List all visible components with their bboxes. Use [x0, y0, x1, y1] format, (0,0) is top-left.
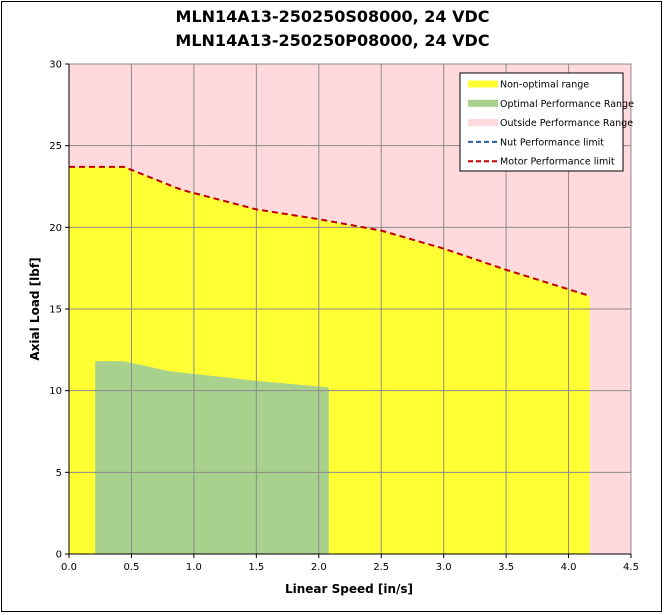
x-tick-label: 2.5: [373, 562, 389, 573]
legend-swatch: [468, 99, 498, 107]
motor-performance-limit-line: [69, 165, 591, 297]
x-tick-label: 0.0: [61, 562, 77, 573]
x-tick-labels: 0.0 0.5 1.0 1.5 2.0 2.5 3.0 3.5 4.0 4.5: [61, 554, 639, 573]
y-tick-label: 15: [49, 305, 62, 316]
y-tick-label: 25: [49, 141, 62, 152]
legend-label: Outside Performance Range: [500, 118, 633, 129]
chart-title-line-1: MLN14A13-250250S08000, 24 VDC: [175, 7, 490, 26]
x-tick-label: 3.0: [436, 562, 452, 573]
series-lines: [69, 165, 591, 297]
legend-swatch: [468, 119, 498, 127]
x-tick-label: 2.0: [311, 562, 327, 573]
x-axis-label: Linear Speed [in/s]: [285, 582, 413, 596]
y-tick-label: 0: [56, 550, 62, 561]
legend-label: Motor Performance limit: [500, 157, 615, 168]
legend-label: Optimal Performance Range: [500, 99, 634, 110]
legend: Non-optimal range Optimal Performance Ran…: [459, 72, 634, 172]
y-tick-labels: 0 5 10 15 20 25 30: [49, 60, 69, 561]
x-tick-label: 3.5: [498, 562, 514, 573]
y-tick-label: 30: [49, 60, 62, 71]
y-tick-label: 20: [49, 223, 62, 234]
legend-swatch: [468, 80, 498, 88]
x-tick-label: 0.5: [123, 562, 139, 573]
x-tick-label: 4.5: [623, 562, 639, 573]
x-tick-label: 4.0: [561, 562, 577, 573]
legend-label: Nut Performance limit: [500, 137, 604, 148]
x-tick-label: 1.5: [248, 562, 264, 573]
series-areas: [69, 166, 590, 554]
optimal-range-area: [95, 361, 329, 554]
x-tick-label: 1.0: [186, 562, 202, 573]
y-axis-label: Axial Load [lbf]: [28, 257, 42, 360]
legend-label: Non-optimal range: [500, 80, 589, 91]
y-tick-label: 5: [56, 468, 62, 479]
chart-title-line-2: MLN14A13-250250P08000, 24 VDC: [175, 31, 490, 50]
y-tick-label: 10: [49, 386, 62, 397]
